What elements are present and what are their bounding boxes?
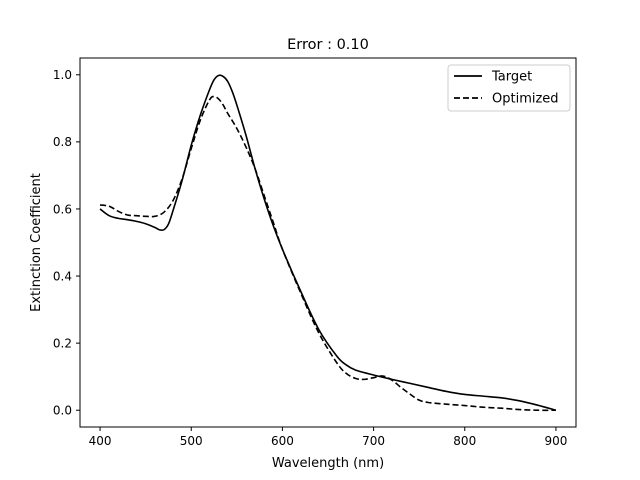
series-line-optimized [99,95,556,412]
x-tick-label: 700 [362,434,385,448]
axes-background [80,58,576,427]
y-axis-label: Extinction Coefficient [29,173,44,312]
axes-frame [79,57,577,428]
series-line-target [99,74,557,412]
y-tick-label: 0.0 [53,404,72,418]
x-tick-label: 600 [271,434,294,448]
x-tick-label: 400 [89,434,112,448]
y-tick-label: 0.4 [53,269,72,283]
y-tick-label: 1.0 [53,68,72,82]
x-tick-label: 900 [544,434,567,448]
y-tick-label: 0.2 [53,336,72,350]
x-axis-label: Wavelength (nm) [272,456,384,471]
plot-area: 400 500 600 700 800 900 0.0 0.2 0.4 0.6 0.8 1.0 [53,57,577,448]
y-axis-ticks: 0.0 0.2 0.4 0.6 0.8 1.0 [53,68,80,418]
x-axis-ticks: 400 500 600 700 800 900 [89,427,567,448]
y-tick-label: 0.8 [53,135,72,149]
legend-target-label: Target [491,70,532,85]
series-layer [99,74,557,412]
x-tick-label: 800 [453,434,476,448]
chart-title: Error : 0.10 [287,37,369,53]
legend-optimized-label: Optimized [492,92,559,107]
x-tick-label: 500 [180,434,203,448]
y-tick-label: 0.6 [53,202,72,216]
legend: Target Optimized [447,64,571,112]
